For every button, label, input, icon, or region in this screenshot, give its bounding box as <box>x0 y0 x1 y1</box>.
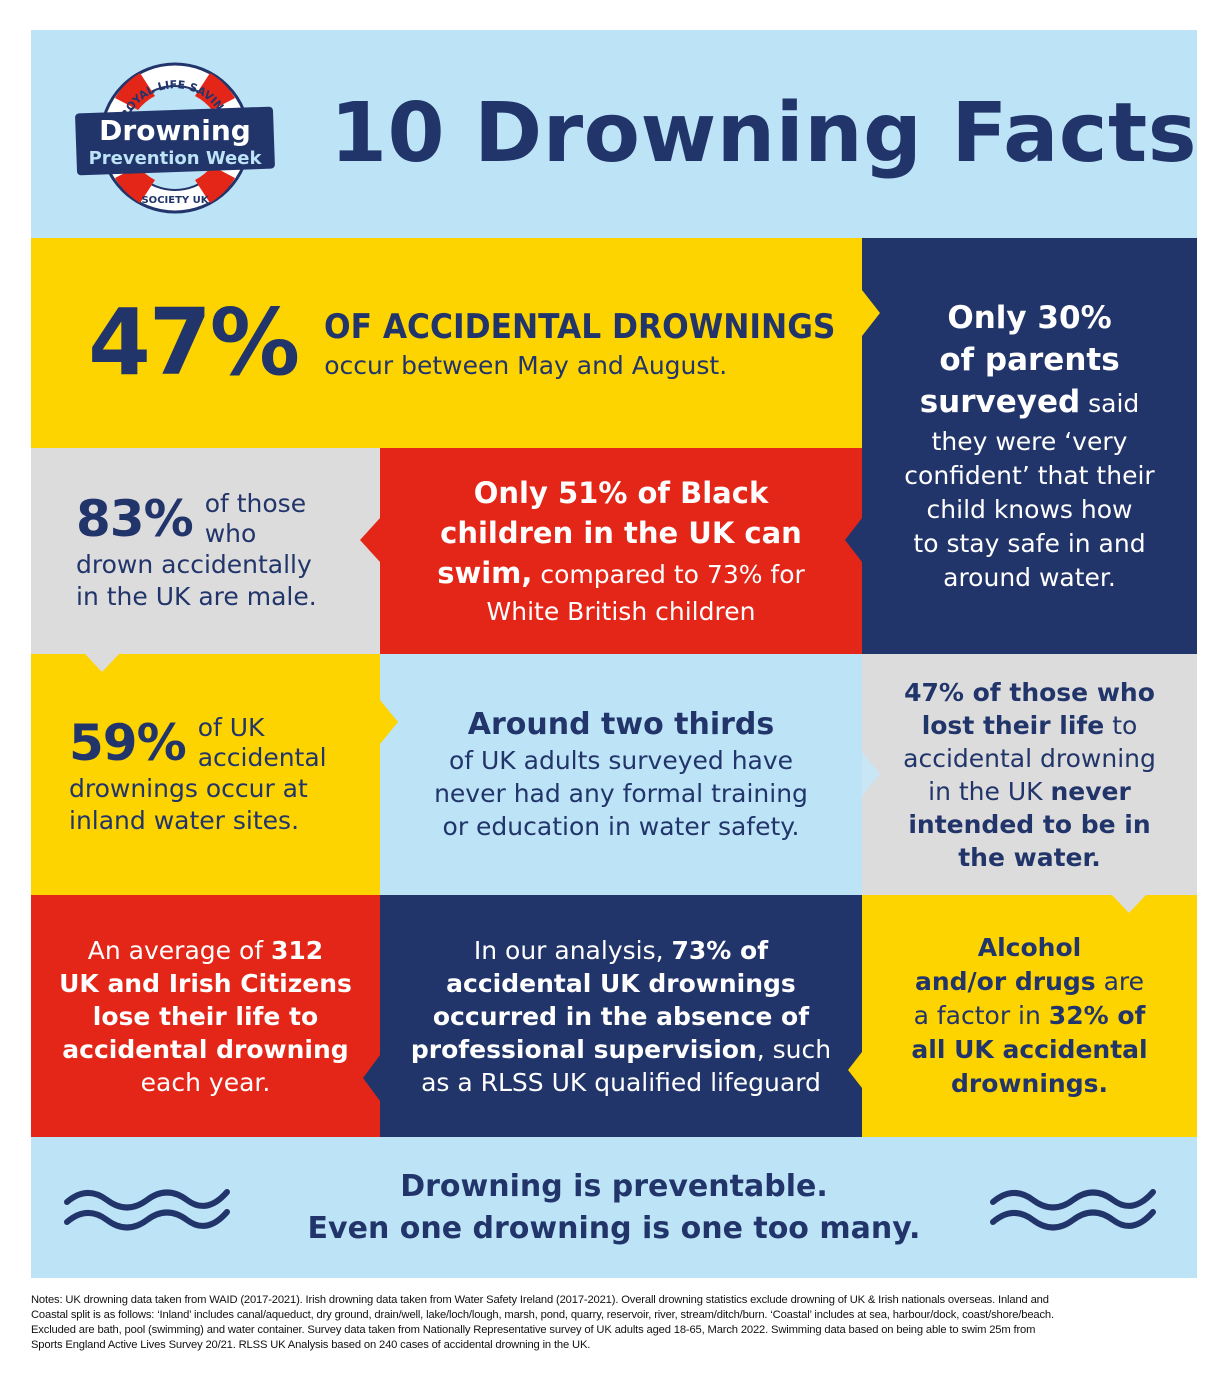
fact-bold-text: lose their life to <box>92 1001 319 1031</box>
fact-text: White British children <box>486 597 756 626</box>
fact-card-never-intended: 47% of those who lost their life to acci… <box>862 654 1197 895</box>
svg-text:Prevention Week: Prevention Week <box>89 148 263 169</box>
fact-bold-text: intended to be in <box>908 809 1151 839</box>
fact-bold-text: accidental drowning <box>62 1034 349 1064</box>
fact-text: they were ‘very <box>931 427 1128 456</box>
fact-text: accidental drowning <box>903 743 1156 773</box>
fact-bold-text: drownings. <box>951 1069 1108 1098</box>
fact-stat: 32% of <box>1048 1001 1146 1030</box>
fact-bold-text: UK and Irish Citizens <box>59 968 352 998</box>
fact-text: An average of <box>87 935 272 965</box>
fact-stat: Only 30% <box>947 300 1112 336</box>
fact-bold-text: and/or drugs <box>914 967 1096 996</box>
footnote-line: Excluded are bath, pool (swimming) and w… <box>31 1324 1036 1336</box>
fact-card-annual-deaths: An average of 312 UK and Irish Citizens … <box>31 895 380 1137</box>
fact-card-male: 83% of those who drown accidentally in t… <box>31 448 380 654</box>
closing-line-1: Drowning is preventable. <box>400 1168 828 1204</box>
fact-text: to <box>1104 710 1138 740</box>
fact-bold-text: lost their life <box>921 710 1105 740</box>
fact-text: drown accidentally <box>76 550 312 579</box>
fact-heading: OF ACCIDENTAL DROWNINGS <box>324 306 836 347</box>
fact-text: as a RLSS UK qualified lifeguard <box>421 1067 821 1097</box>
fact-card-water-safety-training: Around two thirds of UK adults surveyed … <box>380 654 862 895</box>
fact-bold-text: all UK accidental <box>911 1035 1148 1064</box>
svg-text:SOCIETY UK: SOCIETY UK <box>141 195 209 206</box>
page-title: 10 Drowning Facts <box>330 86 1198 181</box>
fact-text: who <box>204 519 257 548</box>
fact-stat: Only 51% of Black <box>473 476 769 510</box>
fact-text: of those <box>204 489 307 518</box>
fact-text: around water. <box>943 563 1116 592</box>
wave-icon <box>64 1189 230 1231</box>
fact-card-parents-confidence: Only 30% of parents surveyed said they w… <box>862 238 1197 654</box>
fact-text: or education in water safety. <box>442 812 800 841</box>
fact-text: In our analysis, <box>473 935 672 965</box>
footnote-line: Sports England Active Lives Survey 20/21… <box>31 1339 591 1351</box>
fact-text: in the UK <box>928 776 1051 806</box>
fact-bold-text: of parents <box>939 342 1120 378</box>
fact-stat: 59% <box>69 713 187 772</box>
fact-bold-text: swim, <box>437 556 533 590</box>
fact-stat: 83% <box>76 490 194 548</box>
footnotes: Notes: UK drowning data taken from WAID … <box>31 1293 1201 1353</box>
fact-card-swimming-ability: Only 51% of Black children in the UK can… <box>380 448 862 654</box>
fact-stat: 73% of <box>671 935 769 965</box>
fact-text: drownings occur at <box>69 773 308 803</box>
fact-text: confident’ that their <box>904 461 1155 490</box>
closing-message-band: Drowning is preventable. Even one drowni… <box>31 1137 1197 1278</box>
fact-text: in the UK are male. <box>76 582 317 611</box>
fact-stat: 47% of those who <box>904 677 1155 707</box>
fact-stat: 312 <box>271 935 324 965</box>
fact-text: to stay safe in and <box>913 529 1146 558</box>
footnote-line: Coastal split is as follows: ‘Inland’ in… <box>31 1309 1054 1321</box>
svg-text:Drowning: Drowning <box>99 114 251 147</box>
fact-text: child knows how <box>926 495 1133 524</box>
closing-line-2: Even one drowning is one too many. <box>307 1210 921 1246</box>
fact-text: each year. <box>140 1067 271 1097</box>
fact-text: are <box>1095 967 1145 996</box>
fact-stat: Around two thirds <box>467 707 775 742</box>
fact-bold-text: the water. <box>958 842 1101 872</box>
fact-bold-text: professional supervision <box>410 1034 757 1064</box>
fact-text: , such <box>756 1034 832 1064</box>
fact-card-alcohol-drugs: Alcohol and/or drugs are a factor in 32%… <box>862 895 1197 1137</box>
fact-text: compared to 73% for <box>532 560 805 589</box>
fact-text: said <box>1080 389 1140 418</box>
drowning-prevention-week-logo: ROYAL LIFE SAVING SOCIETY UK Drowning Pr… <box>75 62 275 214</box>
fact-bold-text: accidental UK drownings <box>446 968 796 998</box>
fact-bold-text: never <box>1050 776 1131 806</box>
fact-card-inland: 59% of UK accidental drownings occur at … <box>31 654 380 895</box>
fact-text: of UK adults surveyed have <box>448 746 794 775</box>
fact-bold-text: occurred in the absence of <box>432 1001 810 1031</box>
fact-text: accidental <box>197 742 327 772</box>
fact-card-seasonal: 47% OF ACCIDENTAL DROWNINGS occur betwee… <box>31 238 862 448</box>
fact-text: of UK <box>197 712 265 742</box>
fact-text: a factor in <box>913 1001 1049 1030</box>
fact-stat: 47% <box>88 289 300 396</box>
fact-text: occur between May and August. <box>324 350 728 380</box>
fact-bold-text: Alcohol <box>977 933 1082 962</box>
fact-text: never had any formal training <box>434 779 808 808</box>
fact-text: inland water sites. <box>69 805 300 835</box>
fact-card-supervision: In our analysis, 73% of accidental UK dr… <box>380 895 862 1137</box>
fact-bold-text: children in the UK can <box>440 516 802 550</box>
wave-icon <box>990 1189 1156 1231</box>
fact-bold-text: surveyed <box>919 384 1081 420</box>
footnote-line: Notes: UK drowning data taken from WAID … <box>31 1294 1049 1306</box>
